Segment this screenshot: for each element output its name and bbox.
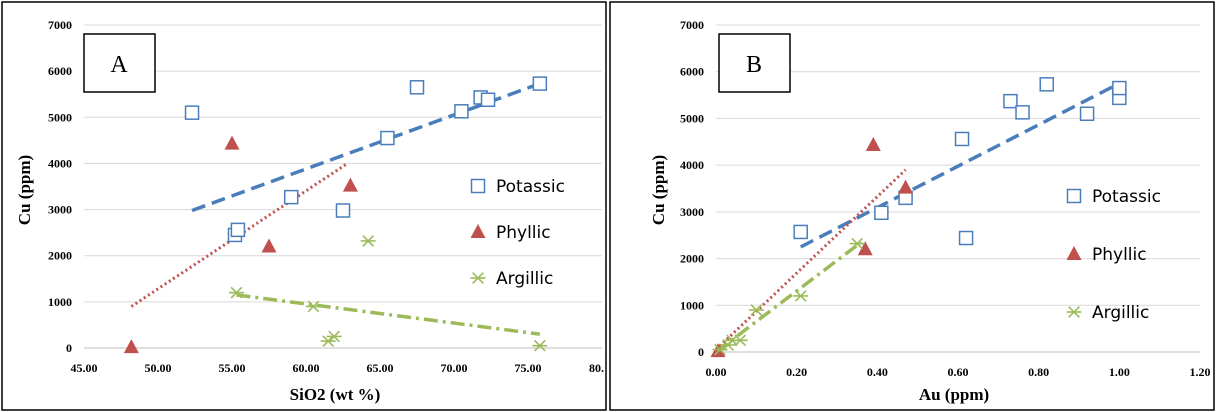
legend-argillic-marker [470,272,486,284]
argillic-point [732,334,748,347]
argillic-point [849,237,865,250]
y-tick-label: 5000 [680,111,704,125]
y-axis-title: Cu (ppm) [15,155,34,225]
phyllic-trendline [130,162,349,308]
potassic-point [454,104,469,119]
potassic-point [1003,93,1018,109]
phyllic-point [224,135,240,150]
argillic-point [228,286,244,299]
y-tick-label: 3000 [680,205,704,219]
phyllic-point [898,179,914,194]
potassic-point [380,130,395,146]
phyllic-point [261,238,277,253]
legend-argillic-label: Argillic [496,269,553,289]
legend-potassic-marker [470,178,486,194]
panel-label-box [83,33,156,93]
y-tick-label: 4000 [48,156,72,170]
x-tick-label: 55.00 [219,361,246,375]
x-tick-label: 60.00 [293,361,320,375]
legend-phyllic-label: Phyllic [496,223,551,243]
y-tick-label: 7000 [48,18,72,32]
potassic-point [793,224,808,240]
phyllic-point [342,177,358,192]
argillic-point [326,330,342,343]
argillic-point [360,235,376,247]
x-tick-label: 0.00 [706,365,727,379]
potassic-point [335,203,351,218]
x-tick-label: 80. [589,361,604,375]
legend-phyllic-marker [470,224,486,238]
chart-border [609,1,1215,411]
potassic-point [532,76,548,91]
potassic-point [958,230,974,246]
x-tick-label: 0.60 [948,365,969,379]
panel-label: B [746,52,762,78]
y-tick-label: 2000 [48,249,72,263]
y-tick-label: 0 [66,341,72,355]
panel-label-box [718,33,791,93]
scatter-chart-b: 0 1000 2000 3000 4000 5000 6000 7000 0.00 0.20 0.4… [609,1,1215,411]
legend-potassic-label: Potassic [496,177,565,197]
y-tick-label: 7000 [680,18,704,32]
x-tick-label: 0.40 [867,365,888,379]
legend-potassic-marker [1066,188,1082,204]
y-tick-label: 6000 [680,65,704,79]
argillic-point [712,343,728,356]
x-tick-label: 70.00 [441,361,468,375]
x-tick-label: 45.00 [71,361,98,375]
x-tick-label: 1.00 [1109,365,1130,379]
potassic-point [1079,106,1095,122]
argillic-trendline [714,240,863,354]
x-tick-label: 1.20 [1190,365,1211,379]
x-tick-label: 0.20 [786,365,807,379]
legend-argillic-label: Argillic [1092,303,1149,323]
x-axis-title: Au (ppm) [919,385,989,404]
phyllic-point [857,241,873,256]
potassic-point [1039,77,1054,92]
phyllic-trendline [714,168,907,351]
potassic-point [409,80,425,95]
argillic-point [305,300,321,313]
argillic-trendline [236,293,541,336]
potassic-point [954,131,970,147]
chart-panel-a: 0 1000 2000 3000 4000 5000 6000 7000 45.00 50.00 5… [1,1,607,411]
y-tick-label: 4000 [680,158,704,172]
y-tick-label: 6000 [48,64,72,78]
legend-phyllic-marker [1066,246,1082,260]
legend-phyllic-label: Phyllic [1092,245,1147,265]
x-tick-label: 75.00 [515,361,542,375]
legend-argillic-marker [1066,306,1082,318]
argillic-point [532,339,548,352]
y-tick-label: 5000 [48,110,72,124]
y-axis-title: Cu (ppm) [649,155,668,225]
x-axis-title: SiO2 (wt %) [290,385,381,404]
potassic-point [1112,80,1127,96]
potassic-point [1015,105,1030,120]
y-tick-label: 1000 [48,295,72,309]
y-tick-label: 2000 [680,252,704,266]
potassic-point [874,205,889,221]
x-tick-label: 0.80 [1028,365,1049,379]
x-tick-label: 50.00 [145,361,172,375]
argillic-point [793,290,809,302]
y-tick-label: 1000 [680,298,704,312]
chart-border [1,1,607,411]
potassic-point [480,92,496,108]
phyllic-point [865,137,881,152]
x-tick-label: 65.00 [367,361,394,375]
legend-potassic-label: Potassic [1092,187,1161,207]
y-tick-label: 3000 [48,203,72,217]
panel-label: A [110,52,128,78]
y-tick-label: 0 [698,345,704,359]
potassic-point [184,105,200,120]
phyllic-point [123,339,139,354]
argillic-point [748,304,764,316]
chart-panel-b: 0 1000 2000 3000 4000 5000 6000 7000 0.00 0.20 0.4… [608,0,1216,412]
potassic-point [283,189,299,205]
scatter-chart-a: 0 1000 2000 3000 4000 5000 6000 7000 45.00 50.00 5… [1,1,607,411]
argillic-point [320,335,336,347]
potassic-point [230,222,246,238]
potassic-trendline [799,81,1121,249]
